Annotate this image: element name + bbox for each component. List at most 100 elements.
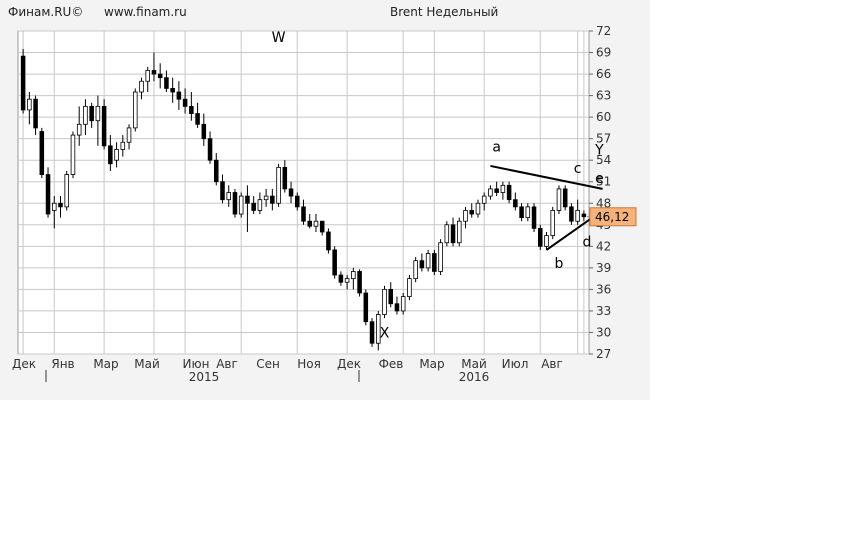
y-tick-label: 27 [596, 347, 611, 361]
candle [164, 70, 169, 93]
y-tick-label: 36 [596, 282, 611, 296]
candle [394, 296, 400, 315]
candle-body-up [344, 278, 350, 283]
candle [363, 289, 369, 326]
candle-body-down [469, 210, 475, 215]
candle [556, 185, 562, 215]
wave-label-b: b [555, 256, 564, 272]
wave-labels: W Xa b c d eY [272, 30, 605, 342]
x-tick-label: Авг [541, 357, 563, 371]
y-tick-label: 63 [596, 89, 611, 103]
candle [101, 99, 107, 150]
candle [213, 153, 219, 186]
candle [463, 206, 468, 229]
candle-body-down [195, 113, 200, 125]
candle-body-down [282, 166, 288, 190]
x-axis: Дек Янв Мар Май Июн Авг Сен Ноя Дек Фев Мар Май Июл А… [12, 357, 563, 384]
candle-body-down [213, 159, 219, 183]
candle-body-up [544, 235, 549, 247]
wave-label-X: X [380, 325, 390, 341]
candle-body-down [207, 138, 213, 161]
candle [288, 181, 294, 204]
candle [108, 135, 113, 171]
candle-body-down [432, 253, 437, 272]
candle-body-down [232, 192, 238, 215]
candle-body-down [182, 98, 188, 107]
candle-body-down [326, 231, 331, 251]
candle-body-up [550, 210, 555, 236]
candle [45, 167, 51, 218]
candle [313, 214, 319, 232]
candle [425, 249, 431, 272]
x-tick-label: Май [134, 357, 160, 371]
candle [95, 95, 101, 146]
candle [182, 88, 188, 114]
candle [201, 113, 207, 146]
candle [232, 188, 238, 218]
candle-body-down [164, 77, 169, 89]
candle-body-down [562, 188, 568, 208]
candle [301, 199, 306, 225]
candle [525, 203, 531, 222]
candle-body-down [108, 145, 113, 165]
candle-body-up [556, 188, 562, 211]
candle-body-up [313, 220, 319, 227]
candle-body-up [481, 195, 487, 204]
candle [413, 257, 418, 283]
candle [562, 185, 568, 211]
candle [64, 170, 70, 211]
candle [581, 210, 587, 222]
candle-body-down [319, 220, 325, 233]
candle [126, 124, 132, 150]
candle [39, 127, 45, 179]
plot-area [17, 30, 590, 355]
candle-body-down [450, 224, 456, 244]
candle-body-down [332, 249, 337, 276]
x-tick-label: Мар [93, 357, 118, 371]
year-label: 2016 [459, 370, 490, 384]
site-url-link[interactable]: www.finam.ru [104, 5, 187, 19]
candle [432, 249, 437, 276]
candle-body-down [151, 70, 157, 75]
candle-body-down [157, 73, 163, 79]
candle-body-up [120, 141, 126, 150]
candle [488, 185, 493, 200]
candle-body-up [238, 195, 244, 215]
candle-body-up [126, 127, 132, 143]
candle [307, 214, 313, 229]
candle [251, 196, 256, 215]
x-tick-label: Сен [256, 357, 280, 371]
x-tick-label: Июн [183, 357, 210, 371]
candle-body-down [176, 91, 182, 100]
candle [531, 203, 537, 232]
year-label: 2015 [189, 370, 220, 384]
y-tick-label: 54 [596, 153, 611, 167]
candle-body-down [201, 123, 207, 140]
candle [332, 246, 337, 279]
candle-body-down [307, 220, 313, 227]
y-tick-label: 72 [596, 24, 611, 38]
candle [145, 66, 151, 93]
x-tick-label: Дек [337, 357, 361, 371]
wave-label-W: W [272, 30, 286, 46]
candle [469, 203, 475, 218]
candle [282, 160, 288, 193]
candle-body-down [388, 288, 394, 305]
candle [575, 199, 580, 225]
wave-label-d: d [583, 234, 592, 250]
candle [245, 185, 250, 232]
candle-body-up [382, 288, 387, 315]
candle-body-up [257, 199, 263, 211]
candle [132, 88, 138, 132]
candle [538, 224, 543, 250]
source-label: Финам.RU© [8, 5, 84, 19]
candle-body-down [45, 174, 51, 215]
candle-body-up [475, 202, 481, 215]
y-tick-label: 51 [596, 175, 611, 189]
candle-body-up [139, 80, 144, 93]
candle [176, 81, 182, 110]
candle-body-up [70, 134, 76, 175]
candle-body-down [89, 105, 94, 122]
candle-body-down [519, 206, 524, 219]
candle [58, 196, 63, 218]
